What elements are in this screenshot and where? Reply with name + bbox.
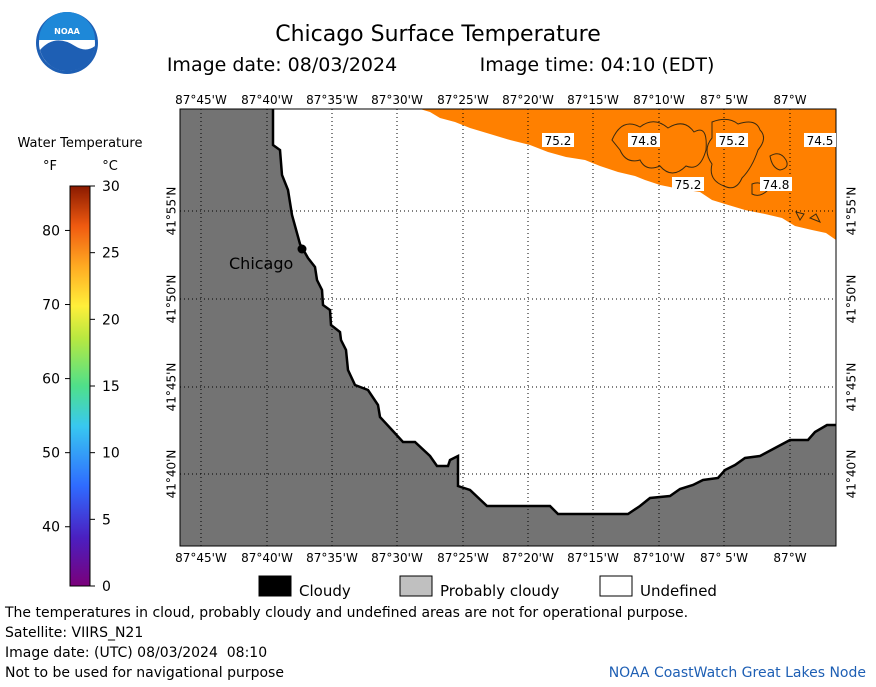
lon-label-bottom: 87°15'W [567, 551, 619, 565]
lon-label-bottom: 87°20'W [502, 551, 554, 565]
lon-label-bottom: 87°25'W [437, 551, 489, 565]
lon-label-top: 87°40'W [241, 93, 293, 107]
colorbar-scale [69, 185, 91, 587]
lon-label-top: 87°35'W [306, 93, 358, 107]
lon-label-bottom: 87°35'W [306, 551, 358, 565]
lon-label-bottom: 87°45'W [175, 551, 227, 565]
colorbar-label-c: 20 [102, 312, 120, 328]
sst-label: 75.2 [719, 134, 746, 148]
lon-label-top: 87° 5'W [700, 93, 748, 107]
lon-label-bottom: 87°W [773, 551, 806, 565]
colorbar-label-c: 15 [102, 379, 120, 395]
legend-probably-cloudy: Probably cloudy [440, 582, 559, 600]
lat-label-right: 41°55'N [845, 187, 859, 236]
sst-label: 75.2 [545, 134, 572, 148]
lat-label-left: 41°50'N [165, 275, 179, 324]
lon-label-top: 87°45'W [175, 93, 227, 107]
sst-contour [706, 118, 764, 189]
lon-label-top: 87°20'W [502, 93, 554, 107]
sst-label: 74.5 [807, 134, 834, 148]
colorbar-label-f: 60 [42, 372, 60, 388]
lon-label-top: 87°30'W [371, 93, 423, 107]
colorbar-label-c: 10 [102, 446, 120, 462]
lat-label-left: 41°55'N [165, 187, 179, 236]
legend-undefined: Undefined [640, 582, 717, 600]
credit-text: NOAA CoastWatch Great Lakes Node [609, 665, 866, 681]
sst-label: 75.2 [675, 178, 702, 192]
noaa-logo: NOAA [36, 12, 98, 74]
lon-label-top: 87°25'W [437, 93, 489, 107]
sst-label: 74.8 [763, 178, 790, 192]
sst-contour [795, 211, 822, 223]
sst-contour [611, 121, 707, 174]
page-title: Chicago Surface Temperature [275, 22, 601, 47]
lon-label-bottom: 87°40'W [241, 551, 293, 565]
colorbar-label-c: 25 [102, 246, 120, 262]
colorbar-title: Water Temperature [18, 136, 143, 151]
satellite-text: Satellite: VIIRS_N21 [5, 625, 143, 641]
lat-label-left: 41°45'N [165, 363, 179, 412]
colorbar-label-c: 5 [102, 512, 111, 528]
sst-label: 74.8 [631, 134, 658, 148]
lat-label-right: 41°45'N [845, 363, 859, 412]
lat-label-left: 41°40'N [165, 450, 179, 499]
lat-label-right: 41°40'N [845, 450, 859, 499]
lon-label-top: 87°W [773, 93, 806, 107]
legend-swatch-undefined [599, 575, 633, 597]
utc-date-text: Image date: (UTC) 08/03/2024 08:10 [5, 645, 267, 661]
colorbar-label-f: 40 [42, 520, 60, 536]
lon-label-bottom: 87°10'W [633, 551, 685, 565]
colorbar-label-f: 70 [42, 298, 60, 314]
colorbar-label-f: 50 [42, 446, 60, 462]
legend-cloudy: Cloudy [299, 582, 351, 600]
colorbar: Water Temperature °F °C 0 5 10 15 20 25 30 40 50… [18, 136, 143, 595]
axis-labels: 87°45'W 87°45'W 87°40'W 87°40'W 87°35'W 87°35… [165, 93, 859, 565]
colorbar-label-c: 30 [102, 179, 120, 195]
legend-swatch-probably-cloudy [399, 575, 433, 597]
colorbar-label-f: 80 [42, 223, 60, 239]
shoreline [271, 109, 836, 516]
land-area [180, 109, 836, 546]
map-frame: Chicago 75.2 74.8 75.2 74.5 75.2 74.8 87… [165, 93, 859, 565]
map-border [179, 108, 837, 547]
chicago-marker [297, 244, 307, 254]
disclaimer-text: The temperatures in cloud, probably clou… [4, 605, 688, 621]
legend-swatch-cloudy [258, 575, 292, 597]
nav-warning-text: Not to be used for navigational purpose [5, 665, 284, 681]
lon-label-top: 87°10'W [633, 93, 685, 107]
colorbar-unit-f: °F [43, 159, 57, 174]
image-time: Image time: 04:10 (EDT) [480, 54, 715, 76]
lat-label-right: 41°50'N [845, 275, 859, 324]
colorbar-unit-c: °C [102, 159, 118, 174]
lon-label-top: 87°15'W [567, 93, 619, 107]
lon-label-bottom: 87°30'W [371, 551, 423, 565]
sst-label-group: 75.2 74.8 75.2 74.5 75.2 74.8 [542, 133, 836, 192]
lon-label-bottom: 87° 5'W [700, 551, 748, 565]
logo-text: NOAA [54, 27, 80, 36]
city-label: Chicago [229, 254, 293, 273]
legend: Cloudy Probably cloudy Undefined [258, 575, 717, 600]
sst-contour [769, 153, 788, 171]
image-date: Image date: 08/03/2024 [167, 54, 397, 76]
colorbar-label-c: 0 [102, 579, 111, 595]
